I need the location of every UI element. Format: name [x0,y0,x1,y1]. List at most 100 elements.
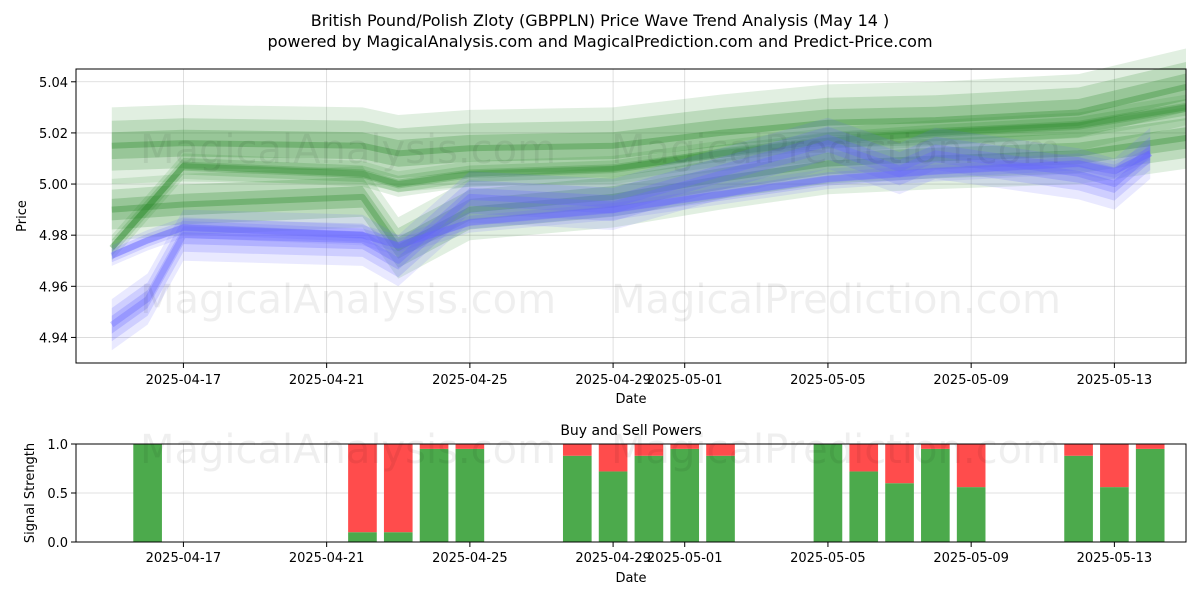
sell-bar [921,444,950,449]
signal-chart: Buy and Sell Powers MagicalAnalysis.com … [23,423,1187,586]
buy-bar [1135,448,1165,542]
price-chart-xtick-label: 2025-04-29 [575,373,651,388]
price-chart-ticks: 2025-04-17 2025-04-21 2025-04-25 2025-04-29… [39,76,1152,388]
sell-bar [956,444,986,488]
buy-bar [598,471,628,542]
buy-bar [133,444,162,542]
sell-bar [706,444,735,456]
buy-bar [419,448,449,542]
sell-bar [598,444,628,472]
price-chart-ytick-label: 5.02 [39,127,68,142]
buy-bar [1064,455,1093,542]
sell-bar [849,444,879,472]
signal-chart-ytick-label: 0.0 [47,536,68,551]
signal-chart-xtick-label: 2025-04-25 [432,551,508,566]
chart-title-line2: powered by MagicalAnalysis.com and Magic… [267,32,932,51]
price-wave-band-2-1 [111,99,1187,257]
price-wave-line-3 [110,150,1152,259]
buy-bar [348,532,377,542]
price-wave-band-1-2 [111,73,1187,167]
sell-bar [885,444,914,484]
sell-bar [348,444,377,533]
price-chart-xlabel: Date [615,392,646,407]
price-chart-series [109,48,1187,351]
watermark-analysis: MagicalAnalysis.com [140,127,556,173]
buy-bar [634,455,664,542]
buy-bar [706,455,735,542]
watermark-analysis-3: MagicalAnalysis.com [140,427,556,473]
price-wave-band-0-1 [111,118,1187,268]
price-wave-line-1 [111,83,1187,157]
price-wave-band-3-1 [111,146,1151,263]
price-wave-line-2 [109,104,1187,250]
price-chart-ylabel: Price [15,200,30,232]
price-chart-xtick-label: 2025-04-25 [432,373,508,388]
watermark-prediction: MagicalPrediction.com [611,127,1061,173]
price-chart-ytick-label: 5.00 [39,178,68,193]
price-wave-band-1-0 [111,48,1187,192]
buy-bar [849,471,879,542]
signal-chart-xtick-label: 2025-04-17 [146,551,222,566]
price-wave-band-0-2 [111,127,1187,259]
buy-bar [1100,487,1129,542]
watermark-prediction-2: MagicalPrediction.com [611,277,1061,323]
sell-bar [634,444,664,456]
signal-chart-bars [133,444,1165,542]
price-chart-ytick-label: 5.04 [39,76,68,91]
signal-chart-xtick-label: 2025-04-21 [289,551,365,566]
signal-chart-xtick-label: 2025-05-01 [647,551,723,566]
price-wave-band-4-0 [111,117,1151,351]
price-wave-band-2-0 [111,94,1187,261]
signal-chart-xtick-label: 2025-05-13 [1077,551,1153,566]
watermark-analysis-2: MagicalAnalysis.com [140,277,556,323]
price-chart: MagicalAnalysis.com MagicalPrediction.co… [15,48,1187,407]
price-wave-band-1-1 [111,61,1187,179]
price-chart-xtick-label: 2025-04-17 [146,373,222,388]
buy-bar [956,487,986,542]
price-wave-band-4-2 [111,134,1151,334]
signal-chart-ticks: 2025-04-17 2025-04-21 2025-04-25 2025-04-29… [47,438,1152,566]
price-chart-ytick-label: 4.96 [39,280,68,295]
price-chart-ytick-label: 4.94 [39,331,68,346]
signal-chart-xtick-label: 2025-04-29 [575,551,651,566]
buy-bar [455,448,485,542]
sell-bar [1135,444,1165,449]
sell-bar [455,444,485,449]
watermark-prediction-3: MagicalPrediction.com [611,427,1061,473]
price-wave-band-3-0 [111,143,1151,266]
signal-chart-xtick-label: 2025-05-05 [790,551,866,566]
price-chart-frame [75,68,1187,364]
price-chart-grid [76,69,1186,363]
price-chart-xtick-label: 2025-04-21 [289,373,365,388]
sell-bar [562,444,592,456]
price-chart-xtick-label: 2025-05-05 [790,373,866,388]
price-chart-ytick-label: 4.98 [39,229,68,244]
signal-chart-ytick-label: 0.5 [47,487,68,502]
signal-chart-ylabel: Signal Strength [23,443,38,543]
sell-bar [419,444,449,449]
sell-bar [383,444,413,533]
signal-chart-title: Buy and Sell Powers [560,423,701,439]
price-wave-band-3-2 [111,149,1151,260]
signal-chart-ytick-label: 1.0 [47,438,68,453]
price-wave-line-0 [111,135,1187,251]
price-wave-band-0-0 [111,107,1187,279]
price-chart-xtick-label: 2025-05-01 [647,373,723,388]
chart-title-line1: British Pound/Polish Zloty (GBPPLN) Pric… [311,11,890,30]
buy-bar [383,532,413,542]
buy-bar [562,455,592,542]
sell-bar [670,444,700,449]
price-wave-line-4 [110,140,1153,328]
sell-bar [1064,444,1093,456]
signal-chart-xlabel: Date [615,571,646,586]
price-wave-band-4-1 [111,126,1151,342]
price-chart-xtick-label: 2025-05-09 [933,373,1009,388]
buy-bar [885,483,914,542]
sell-bar [1100,444,1129,488]
price-chart-xtick-label: 2025-05-13 [1077,373,1153,388]
buy-bar [921,448,950,542]
buy-bar [670,448,700,542]
buy-bar [813,444,843,542]
signal-chart-xtick-label: 2025-05-09 [933,551,1009,566]
